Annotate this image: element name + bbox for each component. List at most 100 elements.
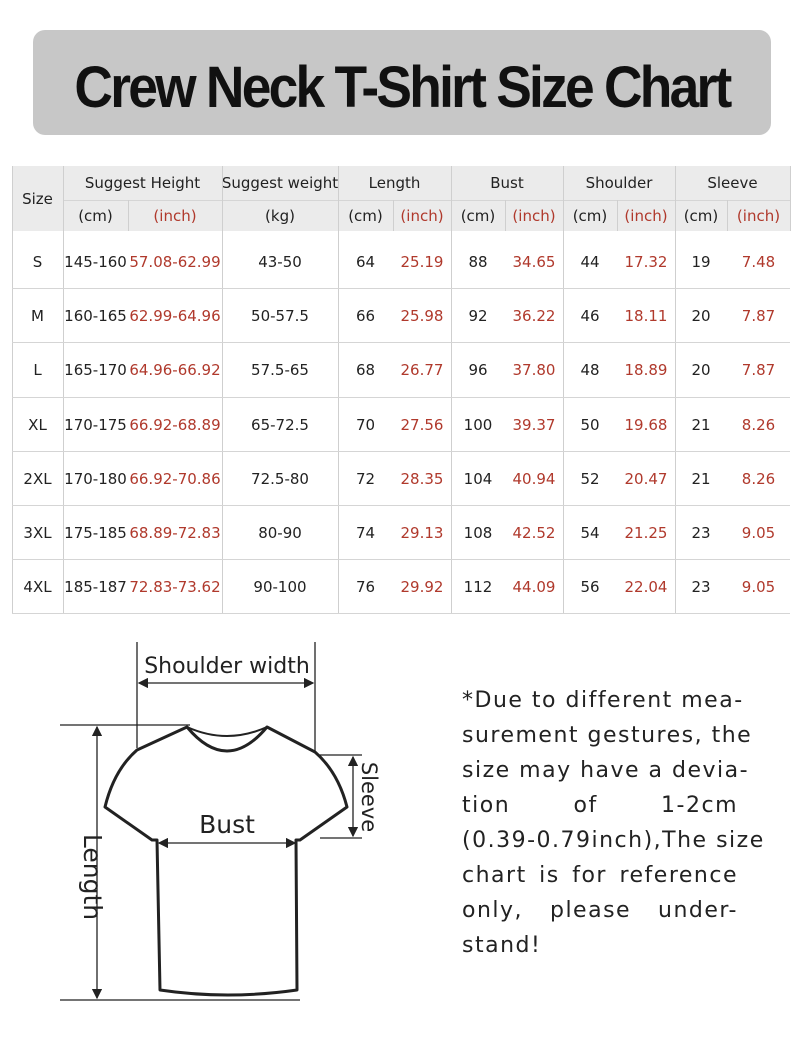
note-line: stand!: [462, 933, 542, 958]
table-cell: 17.32: [624, 253, 668, 272]
table-cell: 74: [355, 524, 376, 543]
col-divider: [12, 166, 13, 615]
col-divider: [451, 166, 452, 615]
table-cell: 8.26: [741, 415, 776, 434]
table-cell: 42.52: [512, 524, 556, 543]
table-cell: 43-50: [258, 253, 302, 272]
table-cell: 68.89-72.83: [129, 524, 221, 543]
table-cell: 76: [355, 578, 376, 597]
note-line: size may have a devia-: [462, 758, 750, 783]
table-cell: 39.37: [512, 415, 556, 434]
table-cell: 54: [580, 524, 600, 543]
table-cell: 50-57.5: [251, 307, 309, 326]
shoulder-label: Shoulder width: [144, 654, 310, 679]
table-cell: 92: [468, 307, 488, 326]
note-line: surement gestures, the: [462, 723, 753, 748]
table-cell: 9.05: [741, 578, 776, 597]
row-divider: [12, 613, 790, 615]
table-cell: 170-180: [64, 469, 127, 488]
table-cell: 44.09: [512, 578, 556, 597]
table-cell: 165-170: [64, 361, 127, 380]
table-cell: 108: [463, 524, 493, 543]
table-cell: 96: [468, 361, 488, 380]
header-divider: [563, 200, 675, 201]
col-divider: [128, 200, 129, 231]
shirt-outline: [103, 725, 349, 997]
col-divider: [505, 200, 506, 231]
unit-header: (kg): [265, 206, 295, 225]
table-cell: 65-72.5: [251, 415, 309, 434]
table-cell: 18.89: [624, 361, 668, 380]
col-divider: [393, 200, 394, 231]
table-cell: 3XL: [23, 524, 52, 543]
table-cell: 44: [580, 253, 600, 272]
table-cell: 19.68: [624, 415, 668, 434]
unit-header: (inch): [624, 206, 668, 225]
table-cell: 66: [355, 307, 376, 326]
header-divider: [222, 200, 338, 201]
table-cell: 26.77: [400, 361, 444, 380]
note-line: chart is for reference: [462, 863, 738, 888]
table-cell: 57.5-65: [251, 361, 309, 380]
col-divider: [338, 166, 339, 615]
col-divider: [222, 166, 223, 615]
header-divider: [338, 200, 451, 201]
header-bg: [12, 166, 790, 231]
table-cell: 100: [463, 415, 493, 434]
row-divider: [12, 559, 790, 561]
row-divider: [12, 288, 790, 290]
table-cell: 57.08-62.99: [129, 253, 221, 272]
table-cell: 28.35: [400, 469, 444, 488]
table-cell: 23: [691, 578, 711, 597]
group-header: Suggest Height: [84, 174, 201, 192]
table-cell: 112: [463, 578, 493, 597]
table-cell: 56: [580, 578, 600, 597]
table-cell: 80-90: [258, 524, 302, 543]
bust-label: Bust: [199, 810, 255, 839]
title: Crew Neck T-Shirt Size Chart: [74, 55, 732, 120]
table-cell: 9.05: [741, 524, 776, 543]
table-cell: 52: [580, 469, 600, 488]
table-cell: 7.87: [741, 307, 776, 326]
unit-header: (cm): [460, 206, 496, 225]
col-divider: [563, 166, 564, 615]
table-cell: 21: [691, 469, 711, 488]
header-divider: [451, 200, 563, 201]
table-cell: 7.48: [741, 253, 776, 272]
table-cell: 21: [691, 415, 711, 434]
table-cell: 4XL: [23, 578, 52, 597]
table-cell: 20: [691, 307, 711, 326]
table-cell: 62.99-64.96: [129, 307, 221, 326]
unit-header: (inch): [400, 206, 444, 225]
table-cell: 19: [691, 253, 711, 272]
table-cell: 8.26: [741, 469, 776, 488]
group-header: Bust: [490, 174, 524, 192]
note: *Due to different mea-surement gestures,…: [462, 683, 763, 963]
table-cell: 88: [468, 253, 488, 272]
header-divider: [63, 200, 222, 201]
unit-header: (inch): [736, 206, 781, 225]
header-divider: [675, 200, 790, 201]
table-cell: S: [32, 253, 43, 272]
table-cell: 23: [691, 524, 711, 543]
col-divider: [790, 166, 791, 231]
sleeve-label: Sleeve: [357, 762, 381, 832]
table-cell: 185-187: [64, 578, 127, 597]
table-cell: 20: [691, 361, 711, 380]
table-cell: 70: [355, 415, 376, 434]
table-cell: 64: [355, 253, 376, 272]
table-cell: 20.47: [624, 469, 668, 488]
table-cell: XL: [28, 415, 47, 434]
unit-header: (cm): [572, 206, 608, 225]
row-divider: [12, 396, 790, 398]
table-cell: 25.19: [400, 253, 444, 272]
note-line: only, please under-: [462, 898, 738, 923]
note-line: tion of 1-2cm: [462, 793, 738, 818]
col-divider: [727, 200, 728, 231]
table-cell: 34.65: [512, 253, 556, 272]
table-cell: 48: [580, 361, 600, 380]
table-cell: 175-185: [64, 524, 127, 543]
unit-header: (cm): [348, 206, 383, 225]
col-divider: [617, 200, 618, 231]
